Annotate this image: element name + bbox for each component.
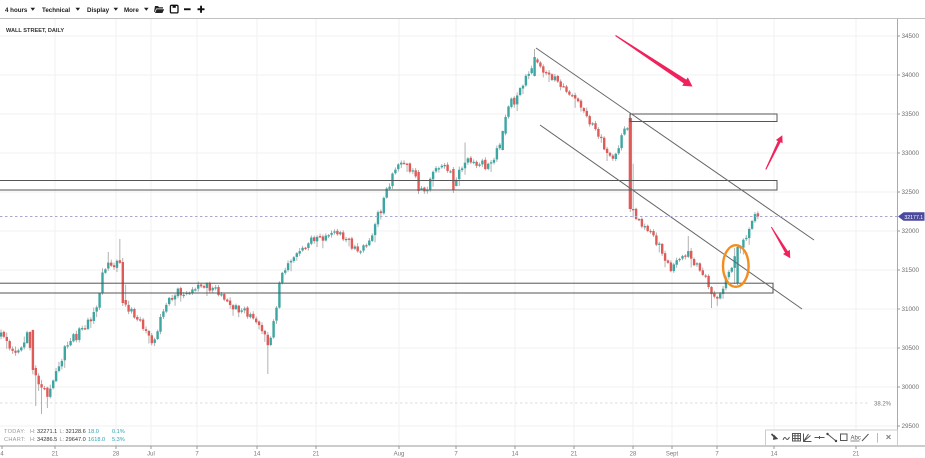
svg-text:38.2%: 38.2%	[874, 402, 892, 408]
svg-text:Jul: Jul	[147, 452, 155, 458]
svg-text:WALL STREET, DAILY: WALL STREET, DAILY	[6, 28, 64, 34]
svg-text:33000: 33000	[902, 150, 920, 157]
svg-text:1618.0: 1618.0	[88, 437, 105, 443]
svg-text:32500: 32500	[902, 189, 920, 196]
svg-text:H:: H:	[30, 437, 36, 443]
svg-text:7: 7	[195, 452, 199, 458]
svg-text:Abc: Abc	[851, 436, 861, 442]
svg-text:21: 21	[853, 452, 860, 458]
svg-text:0.1%: 0.1%	[112, 429, 125, 435]
svg-text:Display: Display	[87, 7, 110, 14]
svg-text:Sept: Sept	[666, 452, 679, 458]
svg-text:Aug: Aug	[394, 452, 405, 458]
svg-text:H:: H:	[30, 429, 36, 435]
svg-text:18.0: 18.0	[88, 429, 99, 435]
svg-text:28: 28	[630, 452, 637, 458]
svg-text:32177.1: 32177.1	[904, 215, 923, 221]
svg-text:21: 21	[313, 452, 320, 458]
svg-text:L:: L:	[60, 429, 65, 435]
svg-text:21: 21	[52, 452, 59, 458]
svg-text:30500: 30500	[902, 345, 920, 352]
svg-text:5.3%: 5.3%	[112, 437, 125, 443]
svg-text:More: More	[124, 7, 139, 14]
svg-text:CHART:: CHART:	[4, 437, 26, 443]
svg-text:14: 14	[771, 452, 778, 458]
svg-text:L:: L:	[60, 437, 65, 443]
svg-text:34000: 34000	[902, 72, 920, 79]
svg-text:31500: 31500	[902, 267, 920, 274]
svg-text:32271.1: 32271.1	[37, 429, 57, 435]
svg-text:7: 7	[715, 452, 719, 458]
svg-text:32000: 32000	[902, 228, 920, 235]
svg-text:34286.5: 34286.5	[37, 437, 57, 443]
svg-text:Technical: Technical	[42, 7, 70, 14]
svg-text:4 hours: 4 hours	[5, 7, 28, 14]
svg-text:4: 4	[0, 452, 4, 458]
svg-text:29647.0: 29647.0	[66, 437, 86, 443]
svg-text:30000: 30000	[902, 384, 920, 391]
svg-text:14: 14	[254, 452, 261, 458]
svg-text:7: 7	[454, 452, 458, 458]
svg-text:34500: 34500	[902, 33, 920, 40]
svg-text:33500: 33500	[902, 111, 920, 118]
svg-text:14: 14	[512, 452, 519, 458]
svg-text:21: 21	[571, 452, 578, 458]
svg-text:31000: 31000	[902, 306, 920, 313]
svg-text:29500: 29500	[902, 423, 920, 430]
svg-text:32128.6: 32128.6	[66, 429, 86, 435]
svg-text:TODAY:: TODAY:	[4, 429, 26, 435]
svg-text:28: 28	[113, 452, 120, 458]
